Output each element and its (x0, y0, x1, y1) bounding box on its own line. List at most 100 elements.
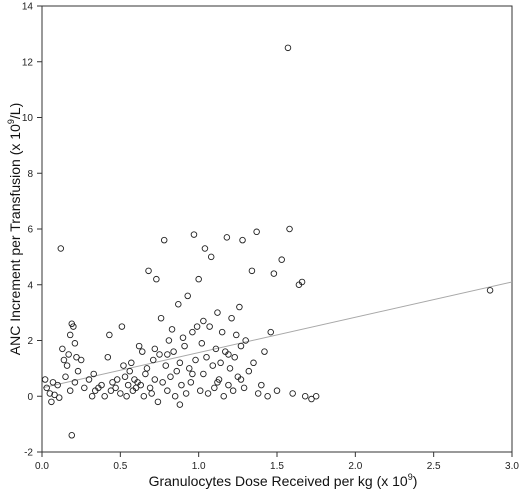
data-point (220, 393, 227, 400)
data-point (193, 323, 201, 330)
data-point (214, 309, 221, 316)
data-point (66, 331, 74, 339)
data-point (204, 390, 212, 397)
data-point (85, 376, 93, 383)
data-point (149, 356, 157, 364)
data-point (250, 359, 257, 367)
data-point (145, 267, 152, 275)
y-axis-title-tail: /L) (7, 103, 23, 119)
y-tick-label: 12 (22, 57, 34, 68)
data-point (131, 376, 138, 383)
x-tick-label: 1.5 (270, 461, 284, 472)
data-point (160, 236, 168, 244)
data-point (74, 367, 82, 375)
data-point (101, 393, 108, 400)
axes: 0.0 0.5 1.0 1.5 2.0 2.5 3.0 -2 0 2 4 6 8 10 12 14 (22, 2, 520, 473)
y-tick-label: 14 (22, 2, 34, 13)
data-point (156, 351, 163, 358)
data-point (70, 323, 77, 330)
data-point (151, 345, 159, 353)
data-point (49, 379, 57, 386)
data-point (301, 393, 309, 400)
data-point (284, 44, 292, 52)
data-point (225, 381, 232, 389)
data-point (62, 373, 69, 380)
y-tick-label: 0 (27, 392, 33, 403)
data-point (267, 328, 274, 336)
data-point (182, 390, 190, 397)
data-point (121, 373, 129, 380)
x-tick-label: 3.0 (505, 461, 519, 472)
x-tick-label: 0.5 (113, 461, 127, 472)
data-point (173, 367, 180, 375)
data-point (192, 356, 199, 364)
data-point (124, 381, 132, 389)
data-point (98, 381, 105, 389)
data-point (137, 381, 144, 389)
data-point (159, 379, 166, 386)
data-point (68, 432, 76, 439)
data-point (189, 370, 196, 378)
data-point (113, 376, 121, 383)
data-point (81, 384, 88, 392)
x-tick-label: 1.0 (192, 461, 206, 472)
data-point (486, 287, 494, 294)
data-point (57, 245, 65, 252)
data-point (120, 362, 127, 369)
data-point (54, 381, 61, 389)
data-point (190, 231, 198, 238)
data-point (154, 398, 162, 406)
data-point (184, 292, 191, 300)
data-point (211, 384, 218, 392)
data-point (55, 394, 63, 401)
data-point (164, 351, 171, 358)
y-tick-label: 2 (27, 336, 33, 347)
data-point (126, 367, 133, 375)
y-tick-label: 6 (27, 225, 33, 236)
data-point (104, 353, 112, 361)
data-point (73, 353, 80, 361)
x-tick-label: 2.0 (348, 461, 362, 472)
data-point (228, 314, 235, 322)
data-point (165, 337, 173, 344)
data-point (200, 317, 207, 325)
trend-line-group (41, 281, 513, 389)
x-axis-title-main: Granulocytes Dose Received per kg (x 10 (149, 473, 408, 489)
data-points (41, 44, 494, 439)
data-point (164, 387, 171, 394)
data-point (90, 370, 97, 378)
data-point (225, 351, 232, 358)
data-point (63, 362, 71, 369)
data-point (196, 387, 204, 394)
data-point (77, 356, 85, 364)
data-point (312, 393, 320, 400)
data-point (178, 381, 185, 389)
data-point (240, 384, 248, 392)
data-point (148, 390, 155, 397)
data-point (212, 345, 220, 353)
y-axis-title-sup: 9 (6, 119, 16, 124)
data-point (253, 228, 260, 236)
data-point (59, 345, 66, 353)
data-point (273, 387, 281, 394)
data-point (237, 376, 245, 383)
data-point (66, 387, 74, 394)
data-point (143, 365, 151, 372)
data-point (167, 373, 174, 380)
data-point (171, 393, 179, 400)
data-point (106, 331, 113, 339)
data-point (203, 353, 210, 361)
data-point (270, 270, 278, 277)
data-point (254, 390, 262, 397)
data-point (245, 367, 253, 375)
data-point (170, 348, 177, 355)
data-point (214, 379, 221, 386)
data-point (60, 356, 68, 364)
data-point (65, 351, 72, 358)
data-point (236, 303, 243, 311)
data-point (153, 275, 160, 283)
y-tick-label: -2 (24, 448, 33, 459)
data-point (264, 393, 271, 400)
data-point (239, 236, 246, 244)
